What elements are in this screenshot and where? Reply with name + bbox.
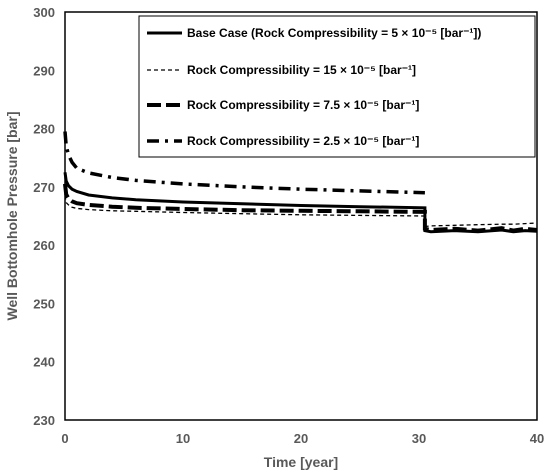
x-axis-title: Time [year]: [264, 454, 338, 470]
x-tick-label: 0: [61, 431, 68, 446]
y-axis-title: Well Bottomhole Pressure [bar]: [4, 111, 20, 320]
y-axis-ticks: 230 240 250 260 270 280 290 300: [33, 5, 55, 428]
y-tick-label: 250: [33, 296, 55, 311]
legend: Base Case (Rock Compressibility = 5 × 10…: [138, 15, 536, 158]
x-tick-label: 10: [176, 431, 190, 446]
y-tick-label: 280: [33, 122, 55, 137]
legend-label-4: Rock Compressibility = 2.5 × 10⁻⁵ [bar⁻¹…: [187, 134, 419, 148]
y-tick-label: 270: [33, 180, 55, 195]
y-tick-label: 230: [33, 413, 55, 428]
series-line-2: [64, 195, 538, 228]
series-line-3: [63, 183, 538, 233]
x-axis-ticks: 0 10 20 30 40: [61, 431, 544, 446]
legend-label-2: Rock Compressibility = 15 × 10⁻⁵ [bar⁻¹]: [187, 63, 416, 77]
legend-label-1: Base Case (Rock Compressibility = 5 × 10…: [187, 26, 481, 40]
plot-area-frame: [64, 11, 538, 421]
x-tick-label: 40: [530, 431, 544, 446]
y-tick-label: 300: [33, 5, 55, 20]
legend-label-3: Rock Compressibility = 7.5 × 10⁻⁵ [bar⁻¹…: [187, 98, 419, 112]
x-tick-label: 30: [412, 431, 426, 446]
y-tick-label: 260: [33, 238, 55, 253]
y-tick-label: 240: [33, 355, 55, 370]
legend-box: [138, 15, 536, 158]
x-tick-label: 20: [294, 431, 308, 446]
y-tick-label: 290: [33, 63, 55, 78]
series-layer: [63, 131, 538, 234]
